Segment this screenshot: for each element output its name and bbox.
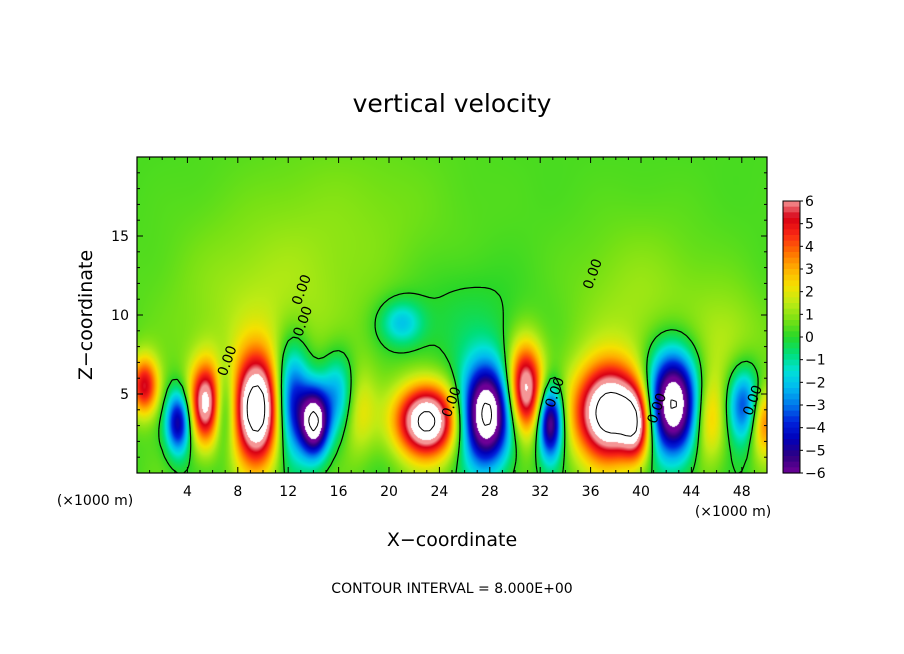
velocity-field bbox=[137, 157, 767, 473]
colorbar-tick-label: 2 bbox=[805, 285, 814, 301]
x-axis-ticks: 4 8 12 16 20 24 28 32 36 40 44 48 bbox=[149, 157, 755, 500]
colorbar-swatch bbox=[783, 246, 800, 253]
colorbar-tick-label: −3 bbox=[805, 398, 826, 414]
chart-title: vertical velocity bbox=[353, 89, 552, 118]
y-axis-label: Z−coordinate bbox=[75, 250, 97, 380]
colorbar-swatch bbox=[783, 456, 800, 463]
x-tick-label: 16 bbox=[330, 484, 348, 500]
colorbar-swatch bbox=[783, 212, 800, 219]
colorbar-tick-label: −4 bbox=[805, 421, 826, 437]
colorbar-swatch bbox=[783, 320, 800, 327]
x-tick-label: 40 bbox=[632, 484, 650, 500]
colorbar-swatch bbox=[783, 240, 800, 247]
colorbar-swatch bbox=[783, 331, 800, 338]
x-tick-label: 48 bbox=[733, 484, 751, 500]
colorbar-swatch bbox=[783, 416, 800, 423]
colorbar-swatch bbox=[783, 405, 800, 412]
colorbar-swatch bbox=[783, 218, 800, 225]
colorbar-swatch bbox=[783, 263, 800, 270]
colorbar-swatch bbox=[783, 223, 800, 230]
colorbar-tick-label: −2 bbox=[805, 375, 826, 391]
colorbar-tick-label: 4 bbox=[805, 239, 814, 255]
colorbar-swatch bbox=[783, 461, 800, 468]
colorbar-tick-label: −5 bbox=[805, 443, 826, 459]
colorbar-swatch bbox=[783, 410, 800, 417]
colorbar-tick-label: −1 bbox=[805, 353, 826, 369]
contour-interval-note: CONTOUR INTERVAL = 8.000E+00 bbox=[331, 581, 572, 597]
colorbar-swatch bbox=[783, 359, 800, 366]
colorbar-swatch bbox=[783, 286, 800, 293]
colorbar-swatch bbox=[783, 427, 800, 434]
colorbar-swatch bbox=[783, 235, 800, 242]
colorbar-swatch bbox=[783, 291, 800, 298]
colorbar-swatch bbox=[783, 433, 800, 440]
colorbar-tick-label: 1 bbox=[805, 307, 814, 323]
colorbar-tick-label: 3 bbox=[805, 262, 814, 278]
y-tick-label: 5 bbox=[120, 387, 129, 403]
colorbar-swatch bbox=[783, 257, 800, 264]
colorbar-swatch bbox=[783, 342, 800, 349]
x-tick-label: 8 bbox=[233, 484, 242, 500]
colorbar-swatch bbox=[783, 365, 800, 372]
y-tick-label: 10 bbox=[111, 308, 129, 324]
colorbar-swatch bbox=[783, 376, 800, 383]
colorbar bbox=[782, 200, 801, 474]
colorbar-swatch bbox=[783, 354, 800, 361]
colorbar-swatch bbox=[783, 337, 800, 344]
contour-positive bbox=[246, 385, 638, 437]
x-unit-left: (×1000 m) bbox=[57, 493, 133, 509]
x-tick-label: 28 bbox=[481, 484, 499, 500]
colorbar-swatch bbox=[783, 393, 800, 400]
colorbar-swatch bbox=[783, 382, 800, 389]
x-tick-label: 36 bbox=[582, 484, 600, 500]
colorbar-tick-label: 0 bbox=[805, 330, 814, 346]
colorbar-swatch bbox=[783, 252, 800, 259]
zero-contour-lines bbox=[158, 286, 759, 473]
x-tick-label: 44 bbox=[682, 484, 700, 500]
colorbar-swatch bbox=[783, 371, 800, 378]
colorbar-swatch bbox=[783, 467, 800, 474]
x-axis-label: X−coordinate bbox=[387, 529, 517, 551]
colorbar-swatch bbox=[783, 325, 800, 332]
colorbar-tick-label: 6 bbox=[805, 194, 814, 210]
colorbar-swatch bbox=[783, 399, 800, 406]
colorbar-swatch bbox=[783, 201, 800, 208]
colorbar-swatch bbox=[783, 274, 800, 281]
colorbar-swatch bbox=[783, 422, 800, 429]
colorbar-swatch bbox=[783, 439, 800, 446]
x-unit-right: (×1000 m) bbox=[695, 504, 771, 520]
x-tick-label: 24 bbox=[430, 484, 448, 500]
colorbar-swatch bbox=[783, 348, 800, 355]
colorbar-swatch bbox=[783, 206, 800, 213]
x-tick-label: 20 bbox=[380, 484, 398, 500]
colorbar-swatch bbox=[783, 444, 800, 451]
contour-negative bbox=[308, 399, 677, 432]
y-axis-ticks: 5 10 15 bbox=[111, 172, 767, 458]
x-tick-label: 32 bbox=[531, 484, 549, 500]
y-tick-label: 15 bbox=[111, 229, 129, 245]
colorbar-swatch bbox=[783, 269, 800, 276]
colorbar-swatch bbox=[783, 280, 800, 287]
colorbar-tick-label: −6 bbox=[805, 466, 826, 482]
colorbar-ticks: 6 5 4 3 2 1 0 −1 −2 −3 −4 −5 −6 bbox=[800, 194, 826, 482]
colorbar-swatch bbox=[783, 450, 800, 457]
colorbar-swatch bbox=[783, 314, 800, 321]
colorbar-swatch bbox=[783, 388, 800, 395]
colorbar-swatch bbox=[783, 308, 800, 315]
colorbar-swatch bbox=[783, 303, 800, 310]
x-tick-label: 12 bbox=[279, 484, 297, 500]
colorbar-swatch bbox=[783, 297, 800, 304]
colorbar-swatch bbox=[783, 229, 800, 236]
colorbar-tick-label: 5 bbox=[805, 217, 814, 233]
x-tick-label: 4 bbox=[183, 484, 192, 500]
